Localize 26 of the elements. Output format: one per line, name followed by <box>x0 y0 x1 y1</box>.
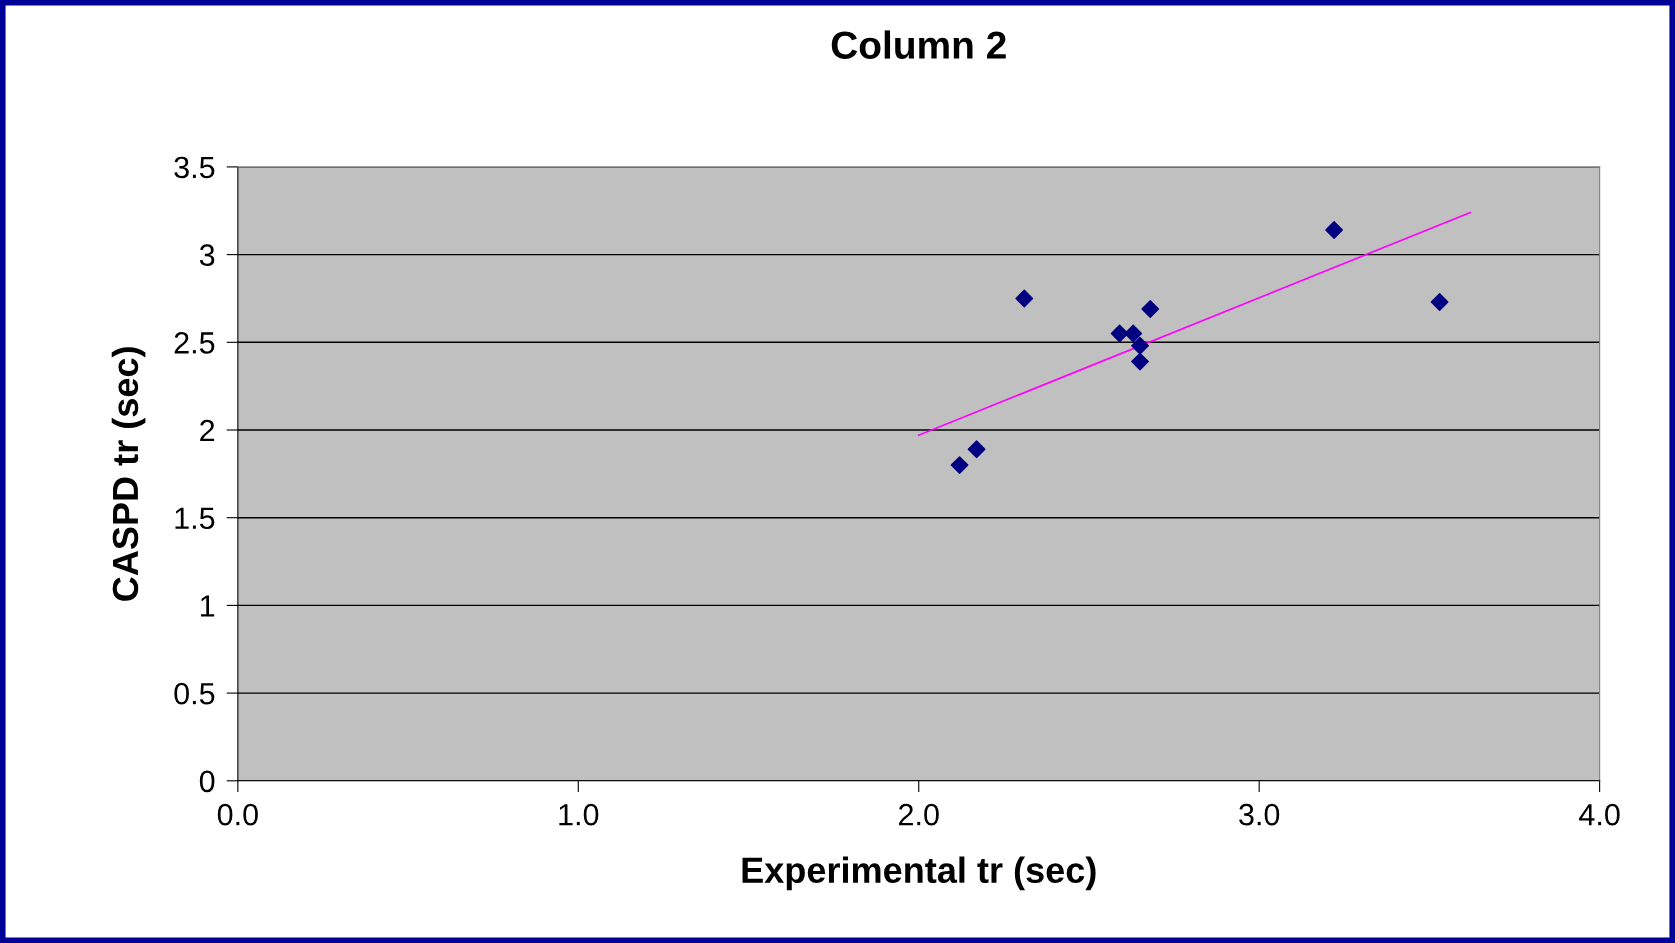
x-tick-label: 3.0 <box>1239 803 1280 826</box>
y-tick-label: 3 <box>199 244 215 266</box>
point <box>1015 289 1034 308</box>
y-tick-label: 2.5 <box>174 332 215 354</box>
x-tick-label: 2.0 <box>899 803 939 826</box>
y-axis-title: CASPD tr (sec) <box>111 347 146 601</box>
point <box>950 456 969 474</box>
y-tick-label: 0 <box>199 770 215 793</box>
point <box>1110 324 1129 343</box>
x-tick-label: 1.0 <box>559 803 599 826</box>
y-tick-label: 1.5 <box>175 507 215 530</box>
point <box>1124 324 1143 343</box>
point <box>1430 293 1449 311</box>
point <box>1131 336 1149 355</box>
y-tick-label: 0.5 <box>174 682 215 705</box>
y-tick-label: 1 <box>200 595 215 617</box>
y-tick-label: 3.5 <box>174 156 215 179</box>
x-tick-label: 0.0 <box>217 803 258 826</box>
point <box>967 440 986 459</box>
chart-title: Column 2 <box>831 30 1006 59</box>
x-axis-title: Experimental tr (sec) <box>742 856 1096 891</box>
point <box>1131 352 1149 371</box>
point <box>1325 221 1343 239</box>
x-tick-label: 4.0 <box>1579 803 1620 826</box>
point <box>1141 300 1160 318</box>
y-tick-label: 2 <box>200 419 215 442</box>
